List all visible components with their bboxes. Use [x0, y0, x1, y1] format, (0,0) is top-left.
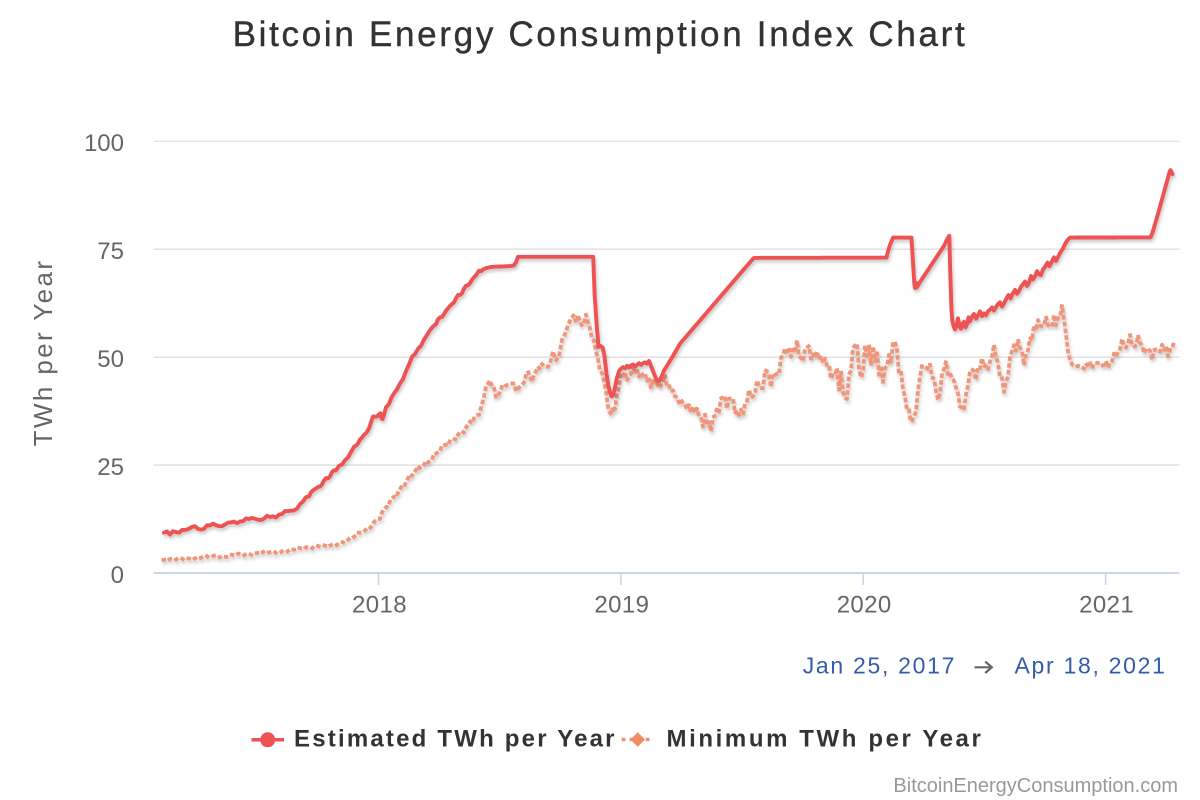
svg-text:0: 0	[111, 562, 124, 589]
svg-text:Minimum TWh per Year: Minimum TWh per Year	[667, 726, 984, 753]
svg-text:Estimated TWh per Year: Estimated TWh per Year	[294, 726, 617, 753]
svg-text:50: 50	[97, 346, 124, 373]
svg-text:2020: 2020	[837, 592, 892, 619]
svg-text:2018: 2018	[352, 592, 407, 619]
svg-text:75: 75	[97, 238, 124, 265]
svg-text:25: 25	[97, 454, 124, 481]
svg-text:2019: 2019	[594, 592, 649, 619]
svg-text:100: 100	[84, 130, 124, 157]
svg-text:2021: 2021	[1079, 592, 1134, 619]
svg-text:Jan 25, 2017: Jan 25, 2017	[803, 653, 956, 679]
svg-text:Apr 18, 2021: Apr 18, 2021	[1015, 653, 1167, 679]
svg-text:TWh per Year: TWh per Year	[28, 259, 58, 447]
svg-text:Bitcoin Energy Consumption Ind: Bitcoin Energy Consumption Index Chart	[233, 15, 968, 54]
svg-text:BitcoinEnergyConsumption.com: BitcoinEnergyConsumption.com	[893, 775, 1178, 797]
